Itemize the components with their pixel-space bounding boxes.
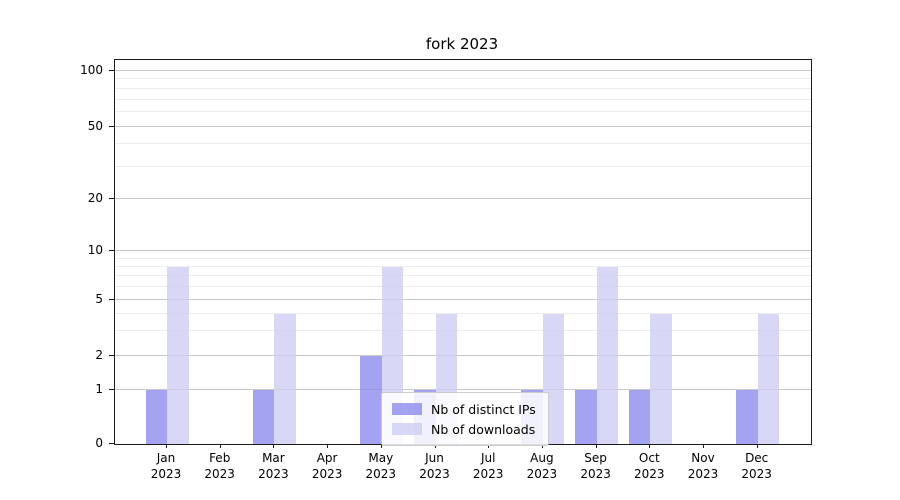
x-tick-mark <box>219 444 221 448</box>
x-tick-label: Jun 2023 <box>419 451 450 481</box>
y-tick-label: 1 <box>95 382 103 396</box>
y-tick-label: 2 <box>95 348 103 362</box>
x-tick-label: Aug 2023 <box>526 451 558 481</box>
y-tick-mark <box>109 443 114 444</box>
x-tick-label: Oct 2023 <box>634 451 665 481</box>
y-gridline-minor <box>115 78 811 80</box>
y-tick-mark <box>109 197 114 199</box>
y-tick-label: 10 <box>87 243 103 257</box>
legend: Nb of distinct IPs Nb of downloads <box>381 392 549 446</box>
legend-swatch-distinct-ips <box>392 403 422 415</box>
y-tick-label: 0 <box>95 436 103 450</box>
y-gridline-major <box>115 355 811 356</box>
legend-swatch-downloads <box>392 423 422 435</box>
y-gridline-major <box>115 299 811 301</box>
legend-label-downloads: Nb of downloads <box>431 421 536 437</box>
x-tick-mark <box>703 444 704 448</box>
x-tick-mark <box>541 444 543 448</box>
bar-downloads <box>274 313 296 444</box>
bar-distinct-ips <box>145 390 167 444</box>
y-tick-mark <box>109 355 114 356</box>
plot-area: Nb of distinct IPs Nb of downloads <box>114 59 812 446</box>
y-gridline-minor <box>115 111 811 113</box>
bar-distinct-ips <box>628 390 651 444</box>
y-gridline-minor <box>115 275 811 277</box>
y-gridline-major <box>115 250 811 251</box>
y-tick-label: 100 <box>80 63 103 77</box>
x-tick-mark <box>380 444 382 448</box>
bar-distinct-ips <box>736 390 758 444</box>
x-tick-label: Nov 2023 <box>687 451 719 481</box>
x-tick-mark <box>166 444 167 448</box>
y-gridline-minor <box>115 312 811 314</box>
y-gridline-major <box>115 197 811 199</box>
y-tick-mark <box>109 70 114 71</box>
y-gridline-minor <box>115 165 811 167</box>
bar-distinct-ips <box>575 390 597 444</box>
y-tick-label: 50 <box>87 118 103 133</box>
y-tick-mark <box>109 125 114 127</box>
legend-label-distinct-ips: Nb of distinct IPs <box>431 401 536 417</box>
bar-downloads <box>757 313 780 444</box>
x-tick-label: Feb 2023 <box>204 451 235 481</box>
y-gridline-minor <box>115 286 811 288</box>
x-tick-label: May 2023 <box>365 451 397 481</box>
x-tick-mark <box>327 444 329 448</box>
y-tick-mark <box>109 389 114 390</box>
y-tick-label: 5 <box>95 292 103 307</box>
bar-downloads <box>650 313 672 444</box>
x-tick-mark <box>649 444 651 448</box>
y-gridline-major <box>115 70 811 71</box>
y-tick-mark <box>109 250 114 251</box>
bar-downloads <box>167 266 189 444</box>
legend-entry-distinct-ips: Nb of distinct IPs <box>392 399 538 419</box>
x-tick-mark <box>273 444 275 448</box>
y-gridline-minor <box>115 265 811 267</box>
x-tick-label: Jul 2023 <box>472 451 504 481</box>
bar-downloads <box>596 266 619 444</box>
bar-distinct-ips <box>252 390 275 444</box>
bar-distinct-ips <box>360 356 382 444</box>
x-tick-mark <box>488 444 490 448</box>
legend-entry-downloads: Nb of downloads <box>392 419 538 439</box>
chart-title: fork 2023 <box>425 35 499 53</box>
x-tick-label: Sep 2023 <box>580 451 611 481</box>
x-tick-mark <box>756 444 758 448</box>
y-gridline-major <box>115 389 811 390</box>
x-tick-label: Jan 2023 <box>150 451 182 481</box>
x-tick-mark <box>434 444 436 448</box>
x-tick-label: Dec 2023 <box>741 451 772 481</box>
y-tick-label: 20 <box>87 190 103 205</box>
y-gridline-minor <box>115 330 811 332</box>
x-tick-label: Mar 2023 <box>258 451 289 481</box>
y-gridline-minor <box>115 87 811 89</box>
y-gridline-minor <box>115 143 811 145</box>
x-tick-label: Apr 2023 <box>311 451 343 481</box>
x-tick-mark <box>595 444 597 448</box>
y-gridline-minor <box>115 98 811 100</box>
y-gridline-minor <box>115 257 811 259</box>
y-tick-mark <box>109 299 114 301</box>
y-gridline-major <box>115 125 811 127</box>
